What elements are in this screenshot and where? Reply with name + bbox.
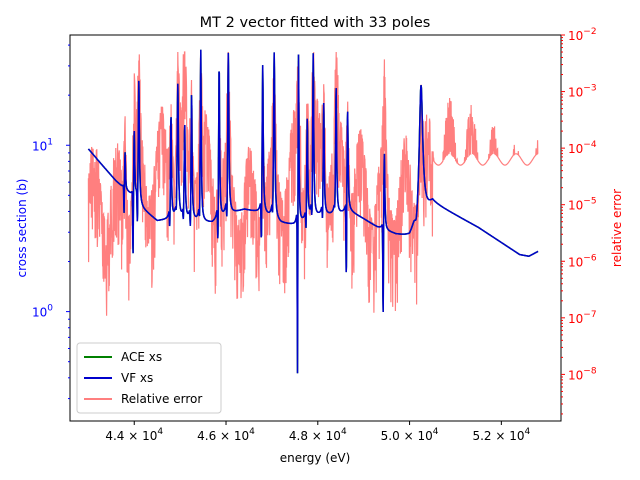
legend-label-ace: ACE xs (121, 350, 162, 364)
vf-xs-layer (87, 49, 539, 374)
plot-area (87, 49, 539, 374)
y-axis-right-label: relative error (610, 189, 624, 267)
vf-xs-line (87, 49, 539, 374)
legend-label-error: Relative error (121, 392, 202, 406)
y-axis-right: 10−810−710−610−510−410−310−2 (561, 27, 597, 415)
legend: ACE xs VF xs Relative error (76, 342, 222, 414)
x-tick-label-3: 5.0 × 104 (381, 427, 439, 443)
x-axis: 4.4 × 104 4.6 × 104 4.8 × 104 5.0 × 104 5.2 … (105, 421, 531, 443)
x-tick-label-1: 4.6 × 104 (197, 427, 255, 443)
plot-frame (69, 34, 562, 422)
y-axis-left-label: cross section (b) (15, 179, 29, 278)
legend-label-vf: VF xs (121, 371, 153, 385)
legend-frame (76, 342, 222, 414)
x-tick-label-0: 4.4 × 104 (105, 427, 163, 443)
chart-title: MT 2 vector fitted with 33 poles (200, 15, 431, 31)
x-tick-label-4: 5.2 × 104 (472, 427, 530, 443)
x-tick-label-2: 4.8 × 104 (289, 427, 347, 443)
x-axis-label: energy (eV) (280, 451, 351, 465)
